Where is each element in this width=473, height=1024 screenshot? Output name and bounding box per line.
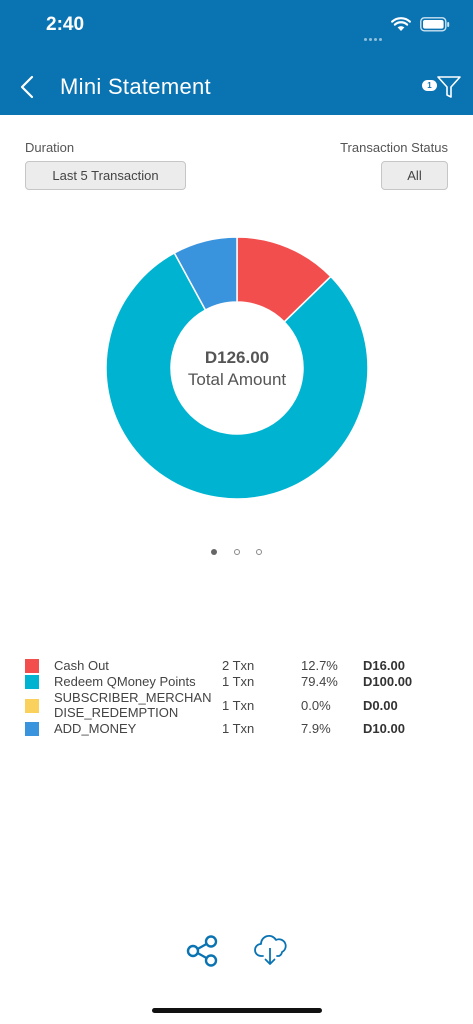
legend-row: Cash Out 2 Txn 12.7% D16.00: [25, 658, 455, 674]
legend-count: 1 Txn: [222, 698, 255, 713]
legend-name: Cash Out: [54, 658, 109, 673]
legend-swatch: [25, 659, 39, 673]
legend-count: 1 Txn: [222, 721, 255, 736]
donut-slice[interactable]: [173, 236, 238, 312]
filter-button[interactable]: 1: [420, 72, 464, 102]
cloud-download-icon[interactable]: [253, 932, 289, 968]
donut-center: D126.00 Total Amount: [105, 348, 369, 390]
legend-percent: 7.9%: [301, 721, 331, 736]
legend-percent: 12.7%: [301, 658, 338, 673]
legend-amount: D16.00: [363, 658, 405, 673]
filters-row: Duration Last 5 Transaction Transaction …: [0, 138, 473, 198]
donut-chart-svg: [105, 236, 369, 500]
legend-amount: D0.00: [363, 698, 398, 713]
battery-icon: [420, 17, 450, 32]
legend-name: ADD_MONEY: [54, 721, 137, 736]
transaction-status-label: Transaction Status: [340, 140, 448, 155]
wifi-icon: [391, 17, 411, 31]
status-time: 2:40: [46, 14, 85, 35]
legend-count: 1 Txn: [222, 674, 255, 689]
page-title: Mini Statement: [60, 74, 211, 99]
transaction-status-dropdown[interactable]: All: [381, 161, 448, 190]
funnel-filter-icon: [437, 76, 461, 98]
donut-chart: D126.00 Total Amount: [105, 236, 369, 500]
legend-row: Redeem QMoney Points 1 Txn 79.4% D100.00: [25, 674, 455, 690]
bottom-actions: [0, 930, 473, 970]
legend-row: SUBSCRIBER_MERCHAN DISE_REDEMPTION 1 Txn…: [25, 690, 455, 721]
duration-dropdown[interactable]: Last 5 Transaction: [25, 161, 186, 190]
page-indicator: [0, 543, 473, 555]
status-bar: 2:40: [0, 0, 473, 52]
page-dot-1[interactable]: [211, 548, 218, 555]
legend-count: 2 Txn: [222, 658, 255, 673]
page-dot-3[interactable]: [255, 548, 262, 555]
legend-percent: 0.0%: [301, 698, 331, 713]
share-icon[interactable]: [184, 933, 220, 969]
total-amount-label: Total Amount: [187, 370, 287, 389]
total-amount: D126.00: [204, 348, 270, 367]
legend-swatch: [25, 722, 39, 736]
legend-name: SUBSCRIBER_MERCHAN DISE_REDEMPTION: [54, 690, 212, 720]
transaction-legend: Cash Out 2 Txn 12.7% D16.00 Redeem QMone…: [25, 658, 455, 737]
legend-percent: 79.4%: [301, 674, 338, 689]
legend-row: ADD_MONEY 1 Txn 7.9% D10.00: [25, 721, 455, 737]
nav-bar: Mini Statement 1: [0, 58, 473, 114]
legend-amount: D10.00: [363, 721, 405, 736]
duration-label: Duration: [25, 140, 75, 155]
legend-swatch: [25, 699, 39, 713]
filter-count-badge: 1: [422, 80, 437, 91]
back-chevron-icon[interactable]: [14, 72, 42, 102]
home-indicator: [152, 1008, 322, 1013]
legend-swatch: [25, 675, 39, 689]
donut-slice[interactable]: [105, 251, 369, 500]
page-dot-2[interactable]: [233, 548, 240, 555]
cellular-signal-icon: [364, 28, 386, 41]
app-header: 2:40 Mini Statement 1: [0, 0, 473, 115]
legend-name: Redeem QMoney Points: [54, 674, 196, 689]
legend-amount: D100.00: [363, 674, 413, 689]
